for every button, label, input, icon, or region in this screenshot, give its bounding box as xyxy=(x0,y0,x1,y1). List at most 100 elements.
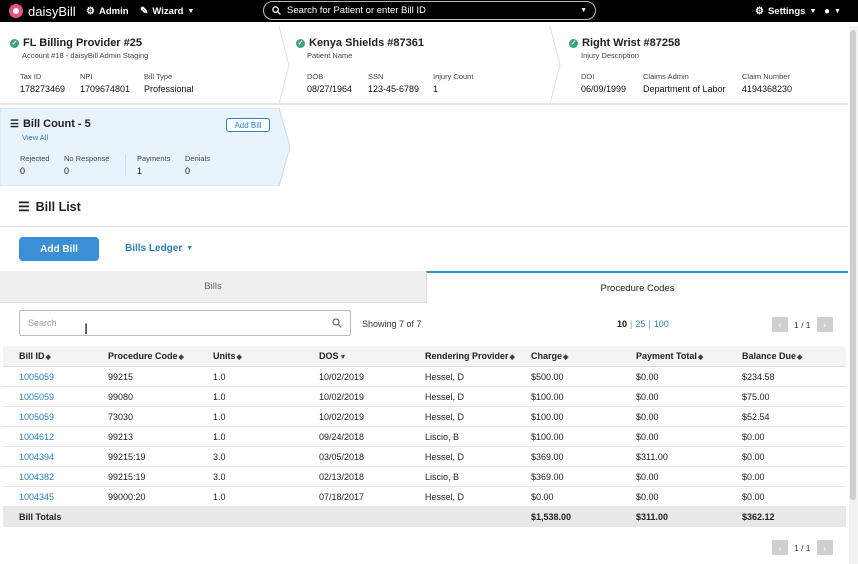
next-page-button[interactable]: › xyxy=(816,540,833,555)
cell-balance-due: $0.00 xyxy=(742,452,765,462)
table-totals-row: Bill Totals $1,538.00 $311.00 $362.12 xyxy=(3,507,846,527)
next-page-button[interactable]: › xyxy=(816,317,833,332)
sort-icon: ◆ xyxy=(697,354,704,361)
ssn-label: SSN xyxy=(368,72,384,81)
sort-icon: ◆ xyxy=(509,354,515,361)
per-page-10[interactable]: 10 xyxy=(617,319,628,329)
col-rendering-provider[interactable]: Rendering Provider◆ xyxy=(425,351,515,361)
total-balance-due: $362.12 xyxy=(742,512,775,522)
per-page-25[interactable]: 25 xyxy=(635,319,646,329)
doi-value: 06/09/1999 xyxy=(581,84,627,94)
cell-payment-total: $0.00 xyxy=(636,392,659,402)
view-all-link[interactable]: View All xyxy=(22,133,49,142)
cell-dos: 10/02/2019 xyxy=(319,372,365,382)
daisy-logo-icon xyxy=(9,4,23,18)
cell-bill-id[interactable]: 1004612 xyxy=(19,432,55,442)
info-cards: ✓ FL Billing Provider #25 Account #18 - … xyxy=(0,26,848,106)
section-divider xyxy=(0,226,848,227)
cell-procedure-code: 99000:20 xyxy=(108,492,146,502)
col-dos-label: DOS xyxy=(319,351,339,361)
cell-bill-id[interactable]: 1005059 xyxy=(19,392,55,402)
table-row: 1004345 99000:20 1.0 07/18/2017 Hessel, D $0.… xyxy=(3,487,846,507)
tab-procedure-codes[interactable]: Procedure Codes xyxy=(426,271,848,303)
cell-balance-due: $0.00 xyxy=(742,432,765,442)
sort-desc-icon: ▼ xyxy=(339,354,347,361)
col-payment-total-label: Payment Total xyxy=(636,351,697,361)
col-payment-total[interactable]: Payment Total◆ xyxy=(636,351,703,361)
top-nav: daisyBill ⚙ Admin ✎ Wizard ▼ Search for … xyxy=(0,0,858,22)
prev-page-button[interactable]: ‹ xyxy=(772,317,788,332)
patient-card[interactable]: ✓ Kenya Shields #87361 Patient Name DOB … xyxy=(290,26,552,104)
page-indicator: 1 / 1 xyxy=(794,319,811,330)
cell-rendering-provider: Liscio, B xyxy=(425,472,460,482)
table-search-field[interactable] xyxy=(19,310,351,336)
no-response-label: No Response xyxy=(64,154,110,163)
sort-icon: ◆ xyxy=(45,354,51,361)
denials-value: 0 xyxy=(185,166,191,176)
col-units[interactable]: Units◆ xyxy=(213,351,242,361)
sort-icon: ◆ xyxy=(178,354,184,361)
col-bill-id[interactable]: Bill ID◆ xyxy=(19,351,51,361)
table-row: 1004394 99215:19 3.0 03/05/2018 Hessel, D $36… xyxy=(3,447,846,467)
user-avatar-icon: ● xyxy=(824,5,831,17)
npi-value: 1709674801 xyxy=(80,84,131,94)
cell-rendering-provider: Hessel, D xyxy=(425,412,465,422)
cell-dos: 03/05/2018 xyxy=(319,452,365,462)
chevron-down-icon: ▼ xyxy=(809,7,817,15)
bill-count-card[interactable]: ☰ Bill Count - 5 View All Add Bill Rejec… xyxy=(0,108,290,186)
settings-menu[interactable]: ⚙ Settings ▼ xyxy=(755,4,816,18)
cell-balance-due: $75.00 xyxy=(742,392,770,402)
add-bill-small-button[interactable]: Add Bill xyxy=(226,118,270,132)
per-page-100[interactable]: 100 xyxy=(653,319,669,329)
brand-name: daisyBill xyxy=(28,3,76,19)
chevron-down-icon: ▼ xyxy=(187,7,195,15)
cell-bill-id[interactable]: 1004345 xyxy=(19,492,55,502)
table-header: Bill ID◆ Procedure Code◆ Units◆ DOS▼ Ren… xyxy=(3,346,846,367)
bills-ledger-dropdown[interactable]: Bills Ledger ▼ xyxy=(125,243,193,254)
prev-page-button[interactable]: ‹ xyxy=(772,540,788,555)
injury-title: ✓ Right Wrist #87258 xyxy=(569,37,680,49)
admin-menu[interactable]: ⚙ Admin xyxy=(86,4,129,18)
check-circle-icon: ✓ xyxy=(10,38,19,48)
brand[interactable]: daisyBill xyxy=(9,3,76,19)
user-menu[interactable]: ● ▼ xyxy=(824,4,841,18)
wizard-label: Wizard xyxy=(152,5,184,17)
patient-search-bar[interactable]: Search for Patient or enter Bill ID ▼ xyxy=(263,1,596,20)
injury-count-label: Injury Count xyxy=(433,72,474,81)
claims-admin-label: Claims Admin xyxy=(643,72,689,81)
col-procedure-code[interactable]: Procedure Code◆ xyxy=(108,351,184,361)
cell-rendering-provider: Hessel, D xyxy=(425,452,465,462)
bill-type-value: Professional xyxy=(144,84,194,94)
bill-count-text: Bill Count - 5 xyxy=(22,118,91,130)
tab-bills[interactable]: Bills xyxy=(0,271,426,303)
claim-number-value: 4194368230 xyxy=(742,84,793,94)
cell-charge: $0.00 xyxy=(531,492,554,502)
wizard-menu[interactable]: ✎ Wizard ▼ xyxy=(140,4,194,18)
cell-bill-id[interactable]: 1005059 xyxy=(19,412,55,422)
cards-divider xyxy=(0,103,848,105)
add-bill-button[interactable]: Add Bill xyxy=(19,237,99,261)
cell-procedure-code: 99213 xyxy=(108,432,134,442)
col-dos[interactable]: DOS▼ xyxy=(319,351,346,361)
injury-card[interactable]: ✓ Right Wrist #87258 Injury Description … xyxy=(562,26,848,104)
npi-label: NPI xyxy=(80,72,93,81)
scrollbar-thumb[interactable] xyxy=(850,30,856,500)
injury-name: Right Wrist #87258 xyxy=(582,37,681,49)
col-bill-id-label: Bill ID xyxy=(19,351,45,361)
table-search-input[interactable] xyxy=(28,318,332,328)
cell-bill-id[interactable]: 1004382 xyxy=(19,472,55,482)
cell-charge: $100.00 xyxy=(531,392,564,402)
search-icon xyxy=(332,318,342,328)
card-separator xyxy=(278,26,290,104)
cell-charge: $100.00 xyxy=(531,432,564,442)
provider-card[interactable]: ✓ FL Billing Provider #25 Account #18 - … xyxy=(0,26,282,104)
cell-bill-id[interactable]: 1005059 xyxy=(19,372,55,382)
cell-rendering-provider: Hessel, D xyxy=(425,492,465,502)
col-charge[interactable]: Charge◆ xyxy=(531,351,568,361)
cell-bill-id[interactable]: 1004394 xyxy=(19,452,55,462)
table-row: 1004382 99215:19 3.0 02/13/2018 Liscio, B $36… xyxy=(3,467,846,487)
sort-icon: ◆ xyxy=(563,354,569,361)
cell-rendering-provider: Hessel, D xyxy=(425,372,465,382)
col-balance-due[interactable]: Balance Due◆ xyxy=(742,351,802,361)
cell-rendering-provider: Liscio, B xyxy=(425,432,460,442)
